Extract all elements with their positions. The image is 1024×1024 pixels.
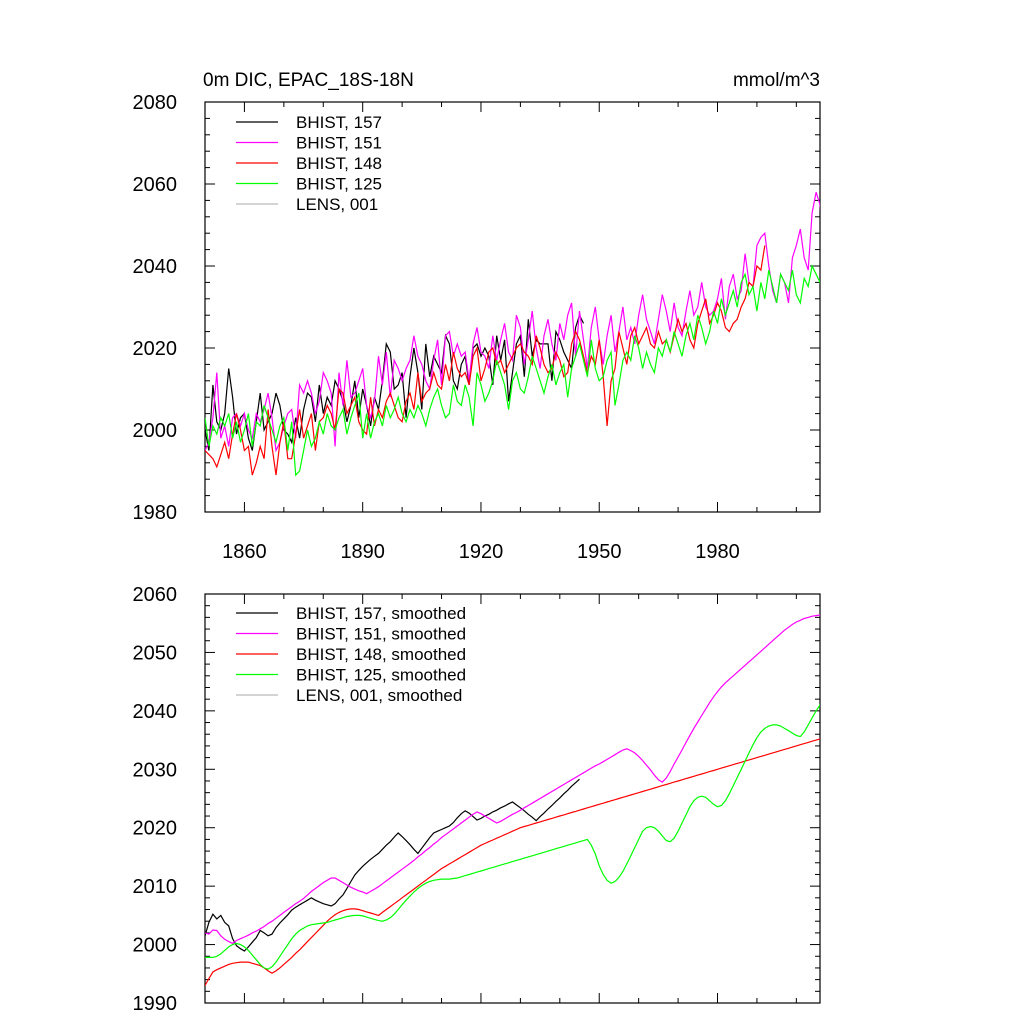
legend-label: BHIST, 125 (296, 175, 382, 194)
series-line-raw-0 (205, 313, 585, 451)
legend-label: BHIST, 157 (296, 113, 382, 132)
legend-label: BHIST, 148 (296, 154, 382, 173)
y-tick-label: 2040 (133, 701, 178, 723)
y-tick-label: 2030 (133, 759, 178, 781)
units-label: mmol/m^3 (733, 70, 820, 91)
y-tick-label: 2020 (133, 818, 178, 840)
series-line-smoothed-3 (205, 703, 820, 970)
y-tick-label: 2050 (133, 642, 178, 664)
legend-label: LENS, 001 (296, 195, 378, 214)
x-tick-label: 1890 (340, 541, 385, 563)
legend-label: BHIST, 125, smoothed (296, 666, 466, 685)
x-tick-label: 1950 (577, 541, 622, 563)
x-tick-label: 1860 (222, 541, 267, 563)
x-tick-label: 1920 (459, 541, 504, 563)
legend-label: BHIST, 151, smoothed (296, 625, 466, 644)
series-line-raw-1 (205, 192, 820, 453)
legend-label: BHIST, 157, smoothed (296, 604, 466, 623)
y-tick-label: 1980 (133, 502, 178, 524)
y-tick-label: 2040 (133, 256, 178, 278)
raw-panel: 1980 2000 2020 2040 2060 2080 1860 1890 1920 1950… (133, 92, 821, 563)
legend-label: LENS, 001, smoothed (296, 686, 462, 705)
chart-title: 0m DIC, EPAC_18S-18N (203, 70, 414, 91)
plot-frame (204, 593, 821, 1004)
y-tick-label: 2000 (133, 935, 178, 957)
x-tick-label: 1980 (695, 541, 740, 563)
series-line-smoothed-2 (205, 738, 820, 986)
smoothed-panel: 1990 2000 2010 2020 2030 2040 2050 2060 BHIST, 1… (133, 584, 821, 1015)
y-tick-label: 2010 (133, 876, 178, 898)
y-tick-label: 2080 (133, 92, 178, 114)
y-tick-label: 2020 (133, 338, 178, 360)
y-tick-label: 2060 (133, 584, 178, 606)
series-line-raw-3 (205, 264, 820, 477)
y-tick-label: 1990 (133, 993, 178, 1015)
y-tick-label: 2000 (133, 420, 178, 442)
legend-label: BHIST, 148, smoothed (296, 645, 466, 664)
series-line-smoothed-0 (205, 778, 580, 952)
y-tick-label: 2060 (133, 174, 178, 196)
legend-label: BHIST, 151 (296, 134, 382, 153)
series-line-smoothed-1 (205, 614, 820, 945)
plot-frame (204, 101, 821, 513)
